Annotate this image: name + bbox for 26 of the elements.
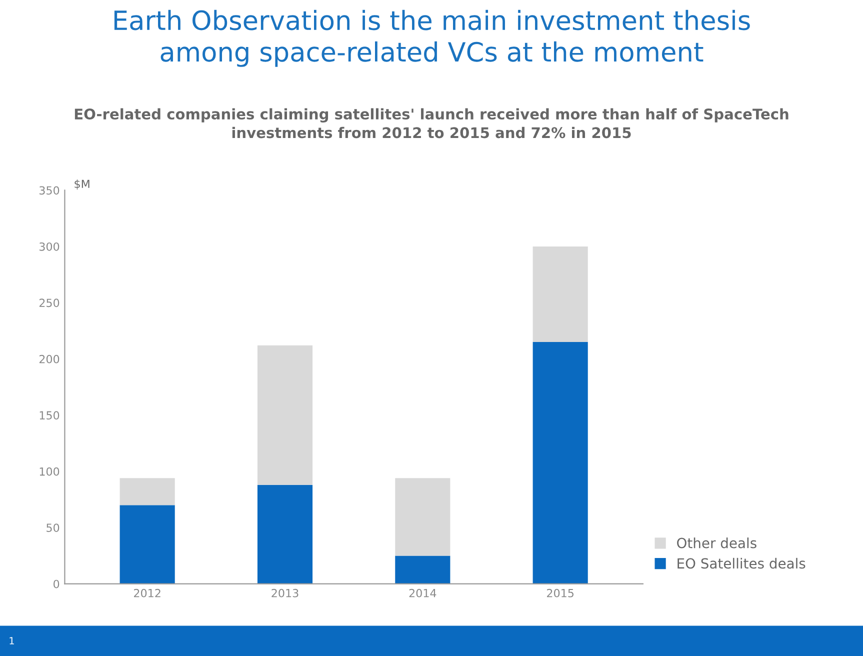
y-tick-label: 0: [54, 580, 60, 588]
bar: [257, 484, 313, 584]
bar: [257, 345, 313, 485]
text: 1: [10, 637, 14, 644]
chart-title: Earth Observation is the main investment thesis among space-related VCs at the moment: [114, 10, 750, 67]
y-axis-title: $M: [74, 179, 90, 190]
x-tick-label: 2014: [409, 588, 436, 598]
x-tick-label: 2013: [272, 588, 298, 598]
bar: [532, 342, 588, 584]
y-tick-label: 150: [40, 411, 60, 420]
x-tick-label: 2012: [134, 588, 160, 598]
legend-label: Other deals: [677, 538, 756, 548]
bar: [532, 246, 588, 342]
y-tick-label: 50: [46, 524, 60, 532]
y-tick-label: 200: [39, 354, 60, 364]
bar: [395, 478, 450, 556]
chart-subtitle: EO-related companies claiming satellites' launch received more than half of SpaceTech investments from 2012 to 2015 and 72% in 2015: [74, 108, 788, 138]
y-tick-label: 350: [40, 186, 60, 195]
y-tick-label: 100: [40, 467, 60, 476]
y-tick-label: 250: [39, 298, 60, 308]
x-tick-label: 2015: [547, 588, 574, 598]
bar: [395, 556, 450, 584]
legend-label: EO Satellites deals: [678, 558, 806, 569]
bar: [120, 478, 175, 506]
y-tick-label: 300: [40, 242, 60, 251]
bar: [120, 505, 175, 584]
